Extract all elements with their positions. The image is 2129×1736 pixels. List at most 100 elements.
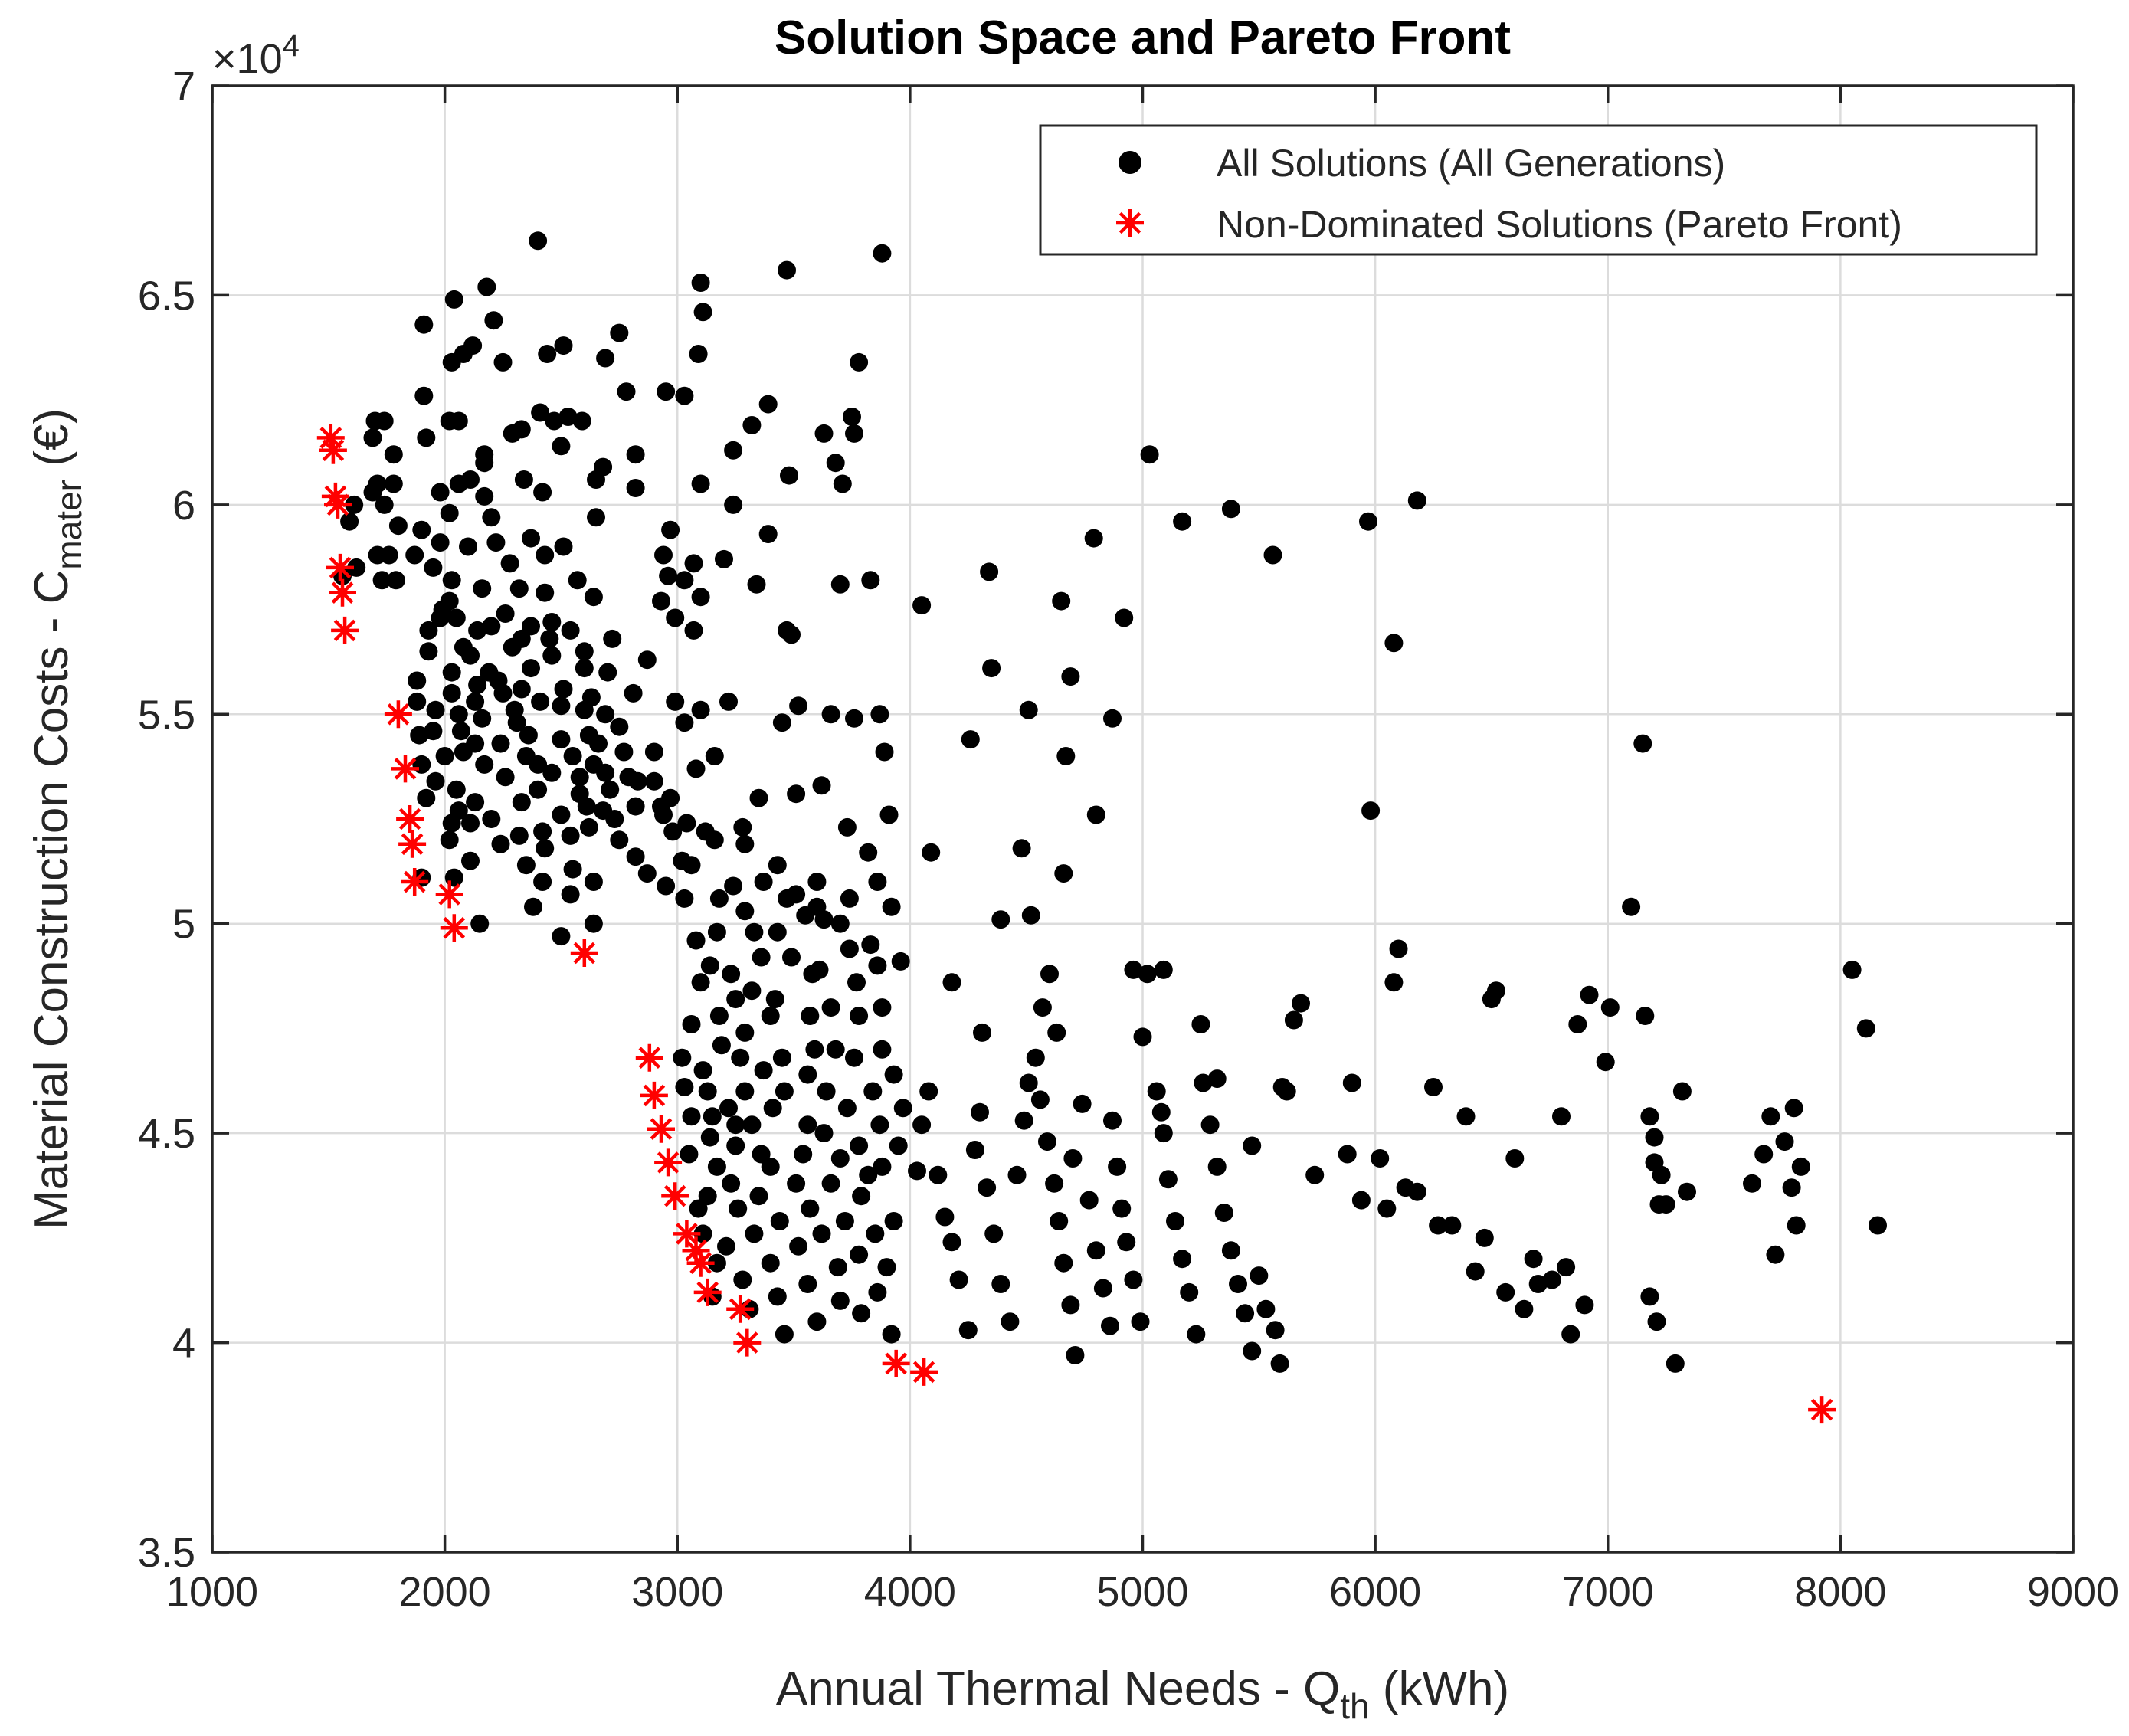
solution-point (837, 817, 857, 837)
pareto-front-point (435, 880, 463, 909)
solution-point (388, 516, 408, 536)
solution-point (345, 495, 364, 514)
solution-point (666, 692, 685, 711)
solution-point (491, 734, 510, 753)
solution-point (414, 315, 434, 334)
solution-point (814, 424, 834, 443)
y-tick-label: 3.5 (138, 1530, 195, 1576)
solution-point (449, 474, 468, 493)
solution-point (798, 1065, 817, 1084)
solution-point (733, 817, 752, 837)
solution-point (850, 352, 869, 372)
pareto-front-point (440, 914, 468, 942)
y-axis-label-main: Material Construction Costs - C (25, 570, 78, 1230)
y-exponent-base: ×10 (212, 36, 283, 82)
pareto-front-point (321, 482, 349, 510)
solution-point (617, 382, 636, 401)
solution-point (442, 352, 461, 372)
data-points (316, 231, 1887, 1424)
solution-point (731, 1048, 750, 1067)
solution-point (770, 1212, 789, 1230)
solution-point (735, 834, 755, 853)
solution-point (707, 1157, 726, 1176)
solution-point (379, 545, 398, 565)
solution-point (852, 1187, 871, 1206)
solution-point (686, 759, 706, 778)
legend-label-pareto-front: Non-Dominated Solutions (Pareto Front) (1217, 203, 1902, 246)
solution-point (473, 579, 492, 598)
solution-point (1243, 1136, 1262, 1155)
solution-point (1014, 1111, 1033, 1130)
solution-point (861, 571, 880, 590)
solution-point (845, 709, 863, 728)
solution-point (577, 797, 596, 816)
solution-point (1019, 1073, 1038, 1092)
solution-point (1050, 1212, 1069, 1230)
solution-point (1131, 1312, 1150, 1331)
solution-point (782, 948, 801, 967)
solution-point (745, 922, 764, 942)
solution-point (1475, 1228, 1494, 1247)
solution-point (454, 742, 473, 762)
solution-point (466, 793, 485, 812)
solution-point (859, 843, 878, 862)
solution-point (980, 562, 999, 581)
solution-point (412, 755, 431, 774)
solution-point (675, 571, 694, 590)
solution-point (1229, 1275, 1247, 1293)
solution-point (1371, 1149, 1390, 1168)
solution-point (868, 873, 887, 891)
solution-point (765, 990, 784, 1009)
pareto-front-point (1808, 1396, 1836, 1424)
solution-point (689, 1199, 708, 1218)
solution-point (1842, 960, 1862, 979)
solution-point (703, 1107, 722, 1126)
solution-point (475, 755, 494, 774)
solution-point (363, 428, 382, 447)
solution-point (742, 981, 762, 1001)
solution-point (1001, 1312, 1020, 1331)
pareto-front-point (654, 1148, 683, 1177)
solution-point (840, 889, 859, 908)
solution-point (707, 922, 726, 942)
solution-point (686, 931, 706, 950)
solution-point (637, 650, 657, 670)
solution-point (814, 1124, 834, 1143)
solution-point (516, 856, 536, 875)
solution-point (912, 1115, 932, 1135)
solution-point (929, 1165, 948, 1184)
solution-point (1054, 864, 1073, 883)
x-tick-label: 6000 (1329, 1569, 1421, 1615)
solution-point (431, 483, 450, 502)
solution-point (882, 1325, 901, 1344)
pareto-front-point (316, 424, 345, 452)
pareto-front-point (693, 1278, 722, 1306)
solution-point (384, 445, 403, 464)
solution-point (675, 889, 694, 908)
pareto-front-point (910, 1358, 938, 1386)
solution-point (1575, 1295, 1594, 1315)
solution-point (1652, 1165, 1671, 1184)
solution-point (1424, 1078, 1443, 1096)
solution-point (1101, 1316, 1119, 1335)
solution-point (1640, 1287, 1659, 1306)
pareto-front-point (324, 490, 352, 519)
pareto-front-point (329, 578, 356, 607)
solution-point (821, 705, 840, 724)
solution-point (666, 608, 685, 627)
solution-point (1079, 1191, 1099, 1210)
solution-point (1782, 1178, 1801, 1197)
pareto-front-point (682, 1236, 710, 1265)
solution-point (1124, 960, 1143, 979)
solution-point (882, 897, 901, 916)
solution-point (1200, 1115, 1220, 1135)
solution-point (540, 629, 559, 648)
solution-point (628, 771, 647, 791)
solution-point (442, 683, 461, 703)
solution-point (610, 830, 629, 850)
solution-point (1528, 1275, 1548, 1293)
solution-point (745, 1224, 764, 1243)
solution-point (684, 621, 703, 640)
solution-point (493, 683, 513, 703)
solution-point (596, 763, 615, 782)
